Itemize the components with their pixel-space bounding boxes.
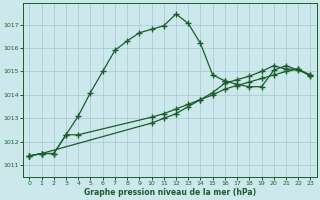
X-axis label: Graphe pression niveau de la mer (hPa): Graphe pression niveau de la mer (hPa): [84, 188, 256, 197]
